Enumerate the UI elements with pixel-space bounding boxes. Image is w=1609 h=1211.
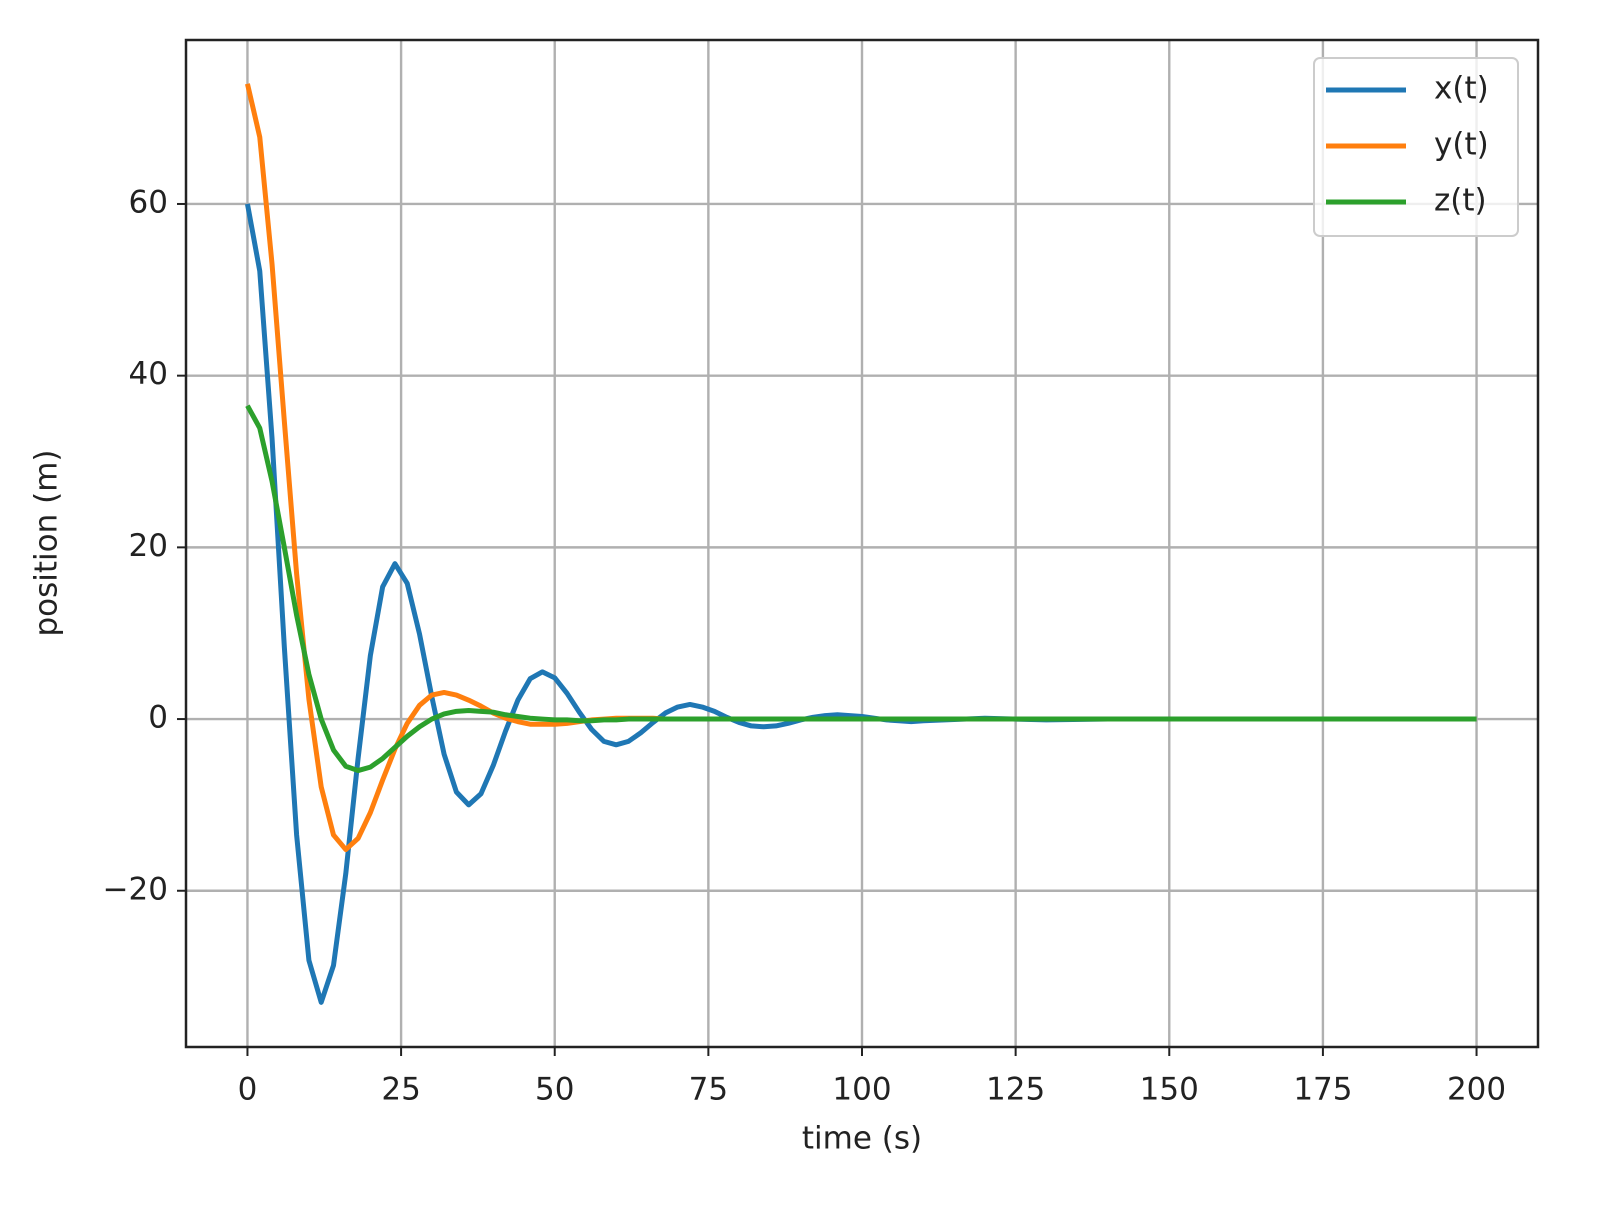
legend-box — [1313, 57, 1519, 237]
legend-label: y(t) — [1434, 127, 1489, 163]
y-tick-label: 20 — [129, 528, 168, 564]
y-tick-label: 0 — [148, 700, 168, 736]
x-tick-label: 50 — [535, 1072, 574, 1108]
x-tick-label: 0 — [238, 1072, 258, 1108]
x-axis-label: time (s) — [802, 1121, 922, 1157]
series-line — [245, 404, 1477, 774]
plot-frame — [184, 38, 1540, 1049]
legend-label: z(t) — [1434, 183, 1487, 219]
y-tick-label: 60 — [129, 184, 168, 220]
x-tick-label: 25 — [381, 1072, 420, 1108]
legend-label: x(t) — [1434, 71, 1489, 107]
x-tick-label: 125 — [986, 1072, 1045, 1108]
x-tick-label: 100 — [832, 1072, 891, 1108]
x-tick-label: 175 — [1293, 1072, 1352, 1108]
x-tick-label: 200 — [1447, 1072, 1506, 1108]
x-tick-label: 75 — [689, 1072, 728, 1108]
y-tick-label: 40 — [129, 356, 168, 392]
x-tick-label: 150 — [1140, 1072, 1199, 1108]
y-tick-label: −20 — [103, 871, 168, 907]
y-axis-label: position (m) — [29, 449, 65, 636]
